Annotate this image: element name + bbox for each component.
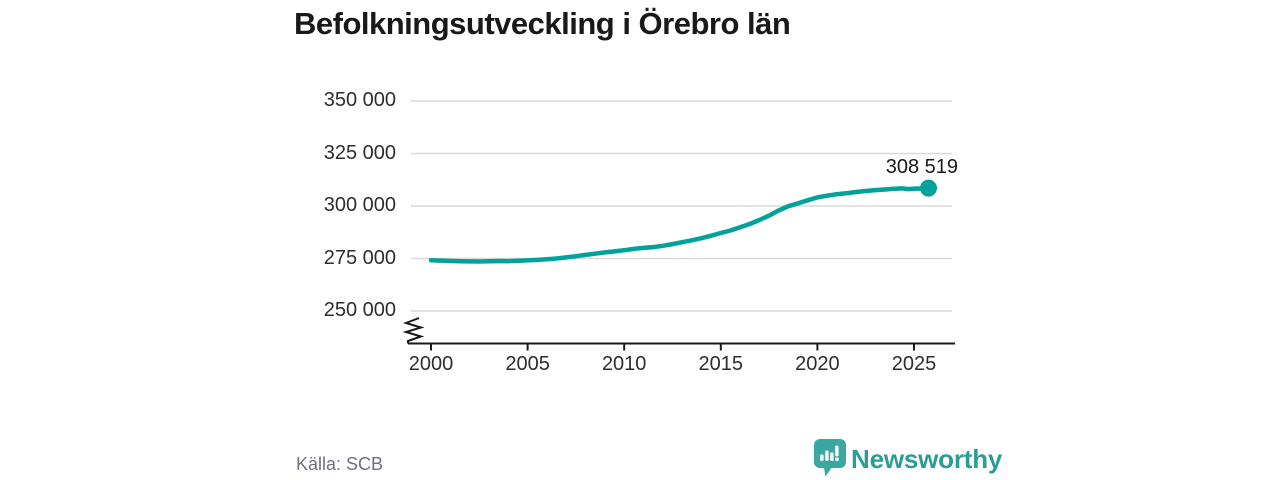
newsworthy-brand: Newsworthy (813, 438, 1002, 478)
chart-title: Befolkningsutveckling i Örebro län (294, 6, 791, 41)
newsworthy-wordmark: Newsworthy (851, 444, 1003, 474)
newsworthy-logo-icon (814, 439, 846, 477)
x-tick-label: 2005 (505, 353, 550, 375)
end-point-marker (919, 179, 937, 197)
y-tick-label: 300 000 (323, 194, 396, 216)
x-tick-label: 2020 (795, 353, 840, 375)
x-tick-label: 2000 (408, 353, 454, 375)
y-tick-label: 250 000 (323, 299, 396, 321)
source-text: Källa: SCB (296, 454, 384, 474)
x-tick-label: 2015 (698, 353, 744, 375)
y-tick-label: 275 000 (323, 246, 396, 269)
axis-break-icon (402, 317, 425, 344)
y-tick-label: 325 000 (323, 141, 396, 164)
x-tick-label: 2025 (891, 353, 937, 375)
population-line (428, 185, 931, 264)
end-value-label: 308 519 (885, 156, 958, 178)
y-tick-label: 350 000 (323, 89, 396, 111)
x-tick-label: 2010 (601, 353, 647, 375)
